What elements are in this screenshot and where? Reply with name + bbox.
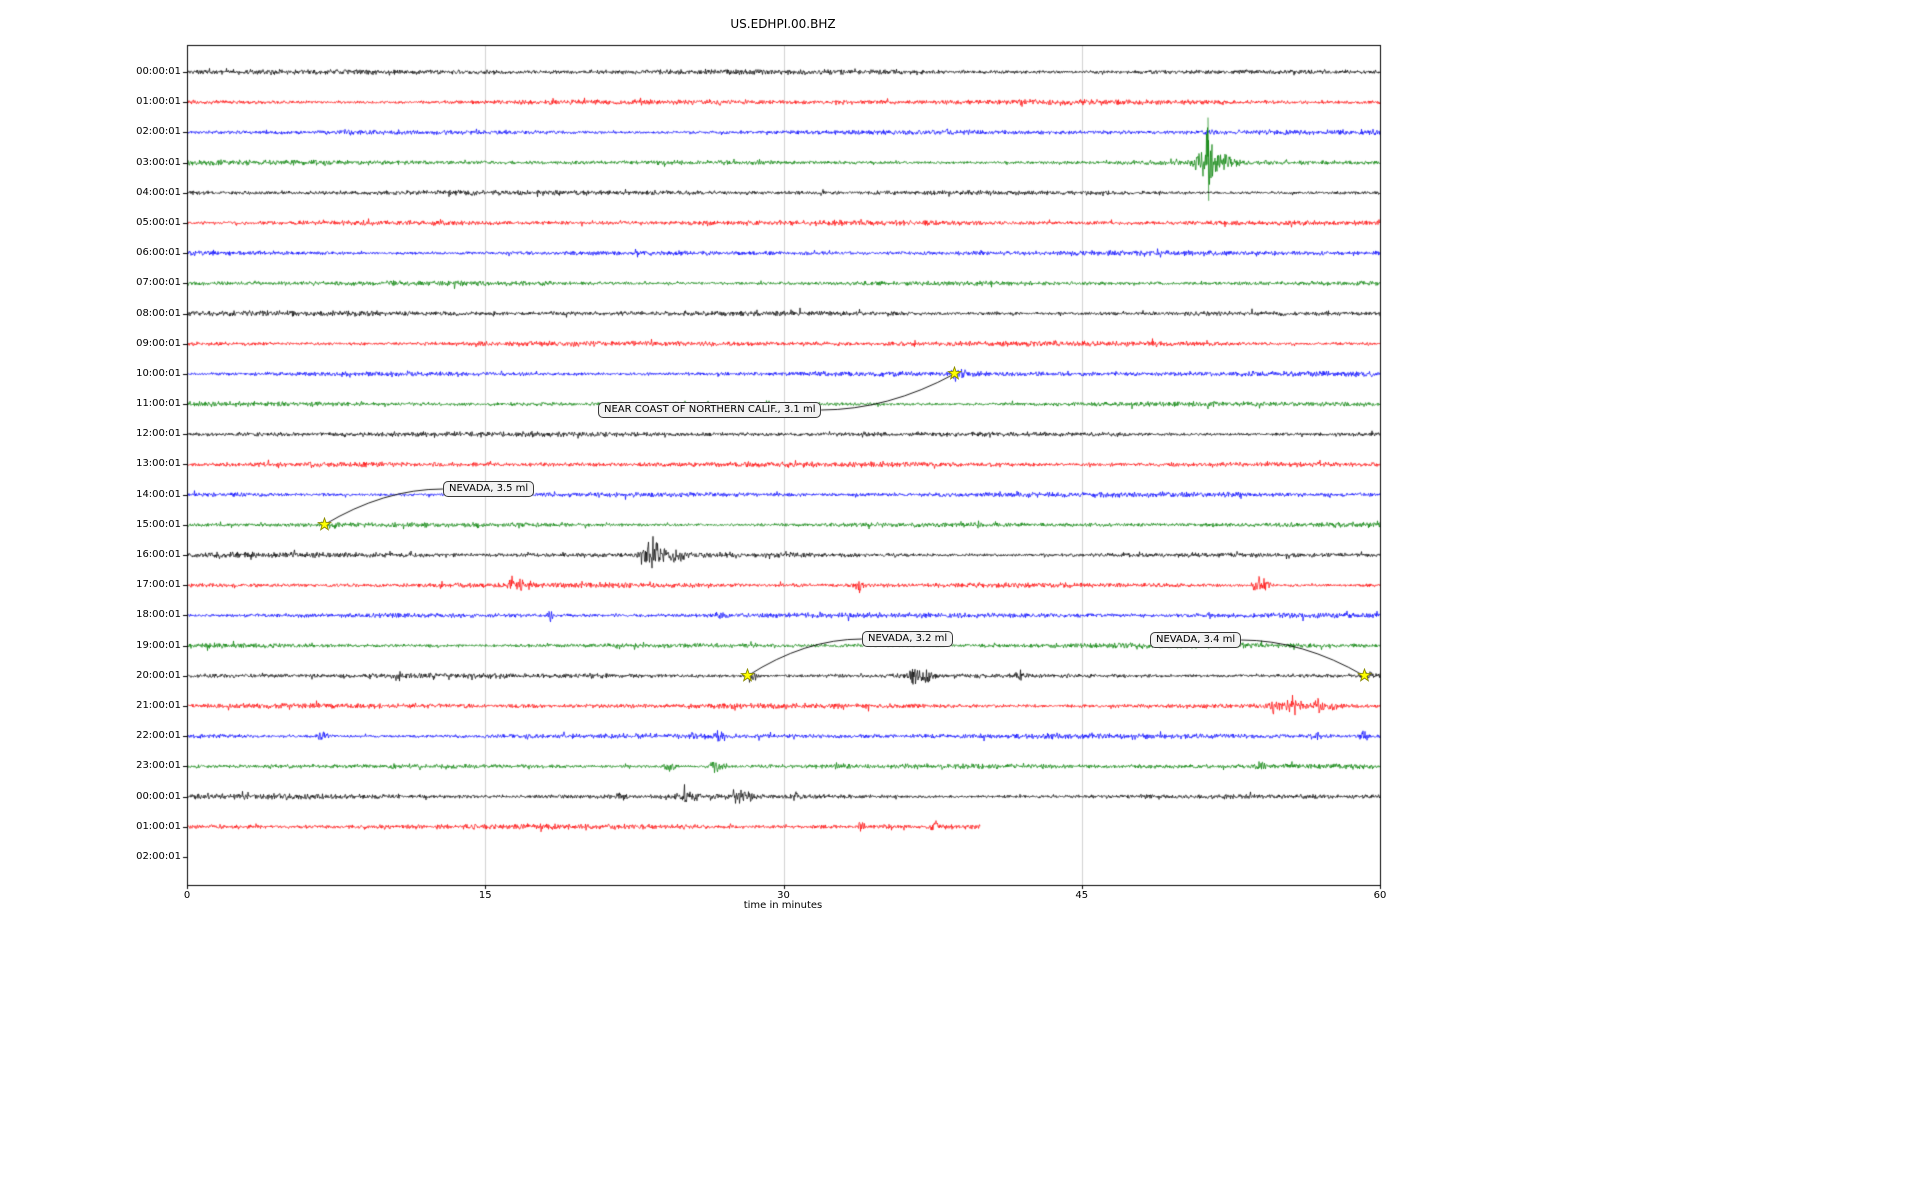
event-star-icon	[946, 366, 962, 381]
y-axis-row-label: 19:00:01	[136, 639, 181, 651]
x-tick-label: 0	[183, 890, 191, 901]
x-tick-label: 60	[1373, 890, 1387, 901]
y-axis-row-label: 09:00:01	[136, 337, 181, 349]
y-axis-row-label: 02:00:01	[136, 126, 181, 138]
event-star-icon	[1356, 668, 1372, 683]
y-axis-row-label: 06:00:01	[136, 247, 181, 259]
event-annotation: NEVADA, 3.5 ml	[443, 481, 535, 497]
y-axis-row-label: 20:00:01	[136, 669, 181, 681]
y-axis-row-label: 13:00:01	[136, 458, 181, 470]
event-star-icon	[740, 668, 756, 683]
y-axis-row-label: 15:00:01	[136, 518, 181, 530]
y-axis-row-label: 12:00:01	[136, 428, 181, 440]
y-axis-row-label: 17:00:01	[136, 579, 181, 591]
y-axis-row-label: 16:00:01	[136, 549, 181, 561]
y-axis-row-label: 07:00:01	[136, 277, 181, 289]
y-axis-row-label: 11:00:01	[136, 398, 181, 410]
x-tick-label: 30	[777, 890, 790, 901]
y-axis-row-label: 21:00:01	[136, 699, 181, 711]
y-axis-row-label: 18:00:01	[136, 609, 181, 621]
y-axis-row-label: 08:00:01	[136, 307, 181, 319]
y-axis-row-label: 03:00:01	[136, 156, 181, 168]
y-axis-row-label: 02:00:01	[136, 850, 181, 862]
x-tick-label: 45	[1075, 890, 1089, 901]
y-axis-row-label: 05:00:01	[136, 216, 181, 228]
chart-title: US.EDHPI.00.BHZ	[730, 17, 836, 31]
event-annotation: NEVADA, 3.2 ml	[862, 631, 954, 647]
event-annotation: NEVADA, 3.4 ml	[1150, 632, 1242, 648]
y-axis-row-label: 23:00:01	[136, 760, 181, 772]
y-axis-row-label: 01:00:01	[136, 820, 181, 832]
y-axis-row-label: 01:00:01	[136, 96, 181, 108]
y-axis-row-label: 04:00:01	[136, 186, 181, 198]
y-axis-row-label: 00:00:01	[136, 790, 181, 802]
y-axis-row-label: 00:00:01	[136, 66, 181, 77]
event-annotation: NEAR COAST OF NORTHERN CALIF., 3.1 ml	[598, 402, 822, 418]
event-star-icon	[316, 517, 332, 532]
y-axis-row-label: 14:00:01	[136, 488, 181, 500]
x-axis-title: time in minutes	[743, 900, 823, 911]
y-axis-row-label: 10:00:01	[136, 367, 181, 379]
x-tick-label: 15	[478, 890, 492, 901]
y-axis-row-label: 22:00:01	[136, 730, 181, 742]
